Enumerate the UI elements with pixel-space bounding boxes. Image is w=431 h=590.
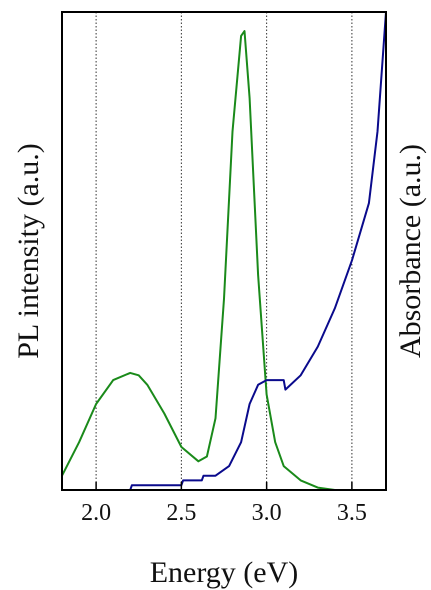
series-group <box>61 11 387 491</box>
x-tick-label: 3.0 <box>252 500 282 526</box>
x-tick-label: 3.5 <box>337 500 367 526</box>
x-ticks: 2.0 2.5 3.0 3.5 <box>81 482 367 526</box>
y-axis-label-right: Absorbance (a.u.) <box>394 144 427 358</box>
series-line-pl <box>61 30 335 491</box>
plot-frame <box>61 11 387 491</box>
series-line-absorbance <box>62 11 387 491</box>
x-tick-label: 2.5 <box>166 500 196 526</box>
grid <box>95 12 353 490</box>
y-axis-label-left: PL intensity (a.u.) <box>12 143 45 359</box>
x-axis-label: Energy (eV) <box>150 556 299 589</box>
x-tick-label: 2.0 <box>81 500 111 526</box>
